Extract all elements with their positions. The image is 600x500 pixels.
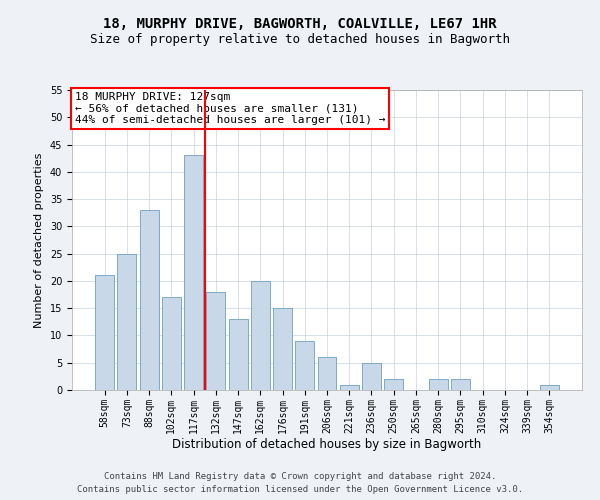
Bar (540, 384, 559, 390)
Bar (451, 379, 470, 390)
Bar (206, 292, 225, 390)
X-axis label: Distribution of detached houses by size in Bagworth: Distribution of detached houses by size … (172, 438, 482, 452)
Bar (340, 384, 359, 390)
Bar (229, 319, 248, 390)
Text: Contains public sector information licensed under the Open Government Licence v3: Contains public sector information licen… (77, 485, 523, 494)
Bar (273, 308, 292, 390)
Bar (317, 358, 337, 390)
Y-axis label: Number of detached properties: Number of detached properties (34, 152, 44, 328)
Bar (95, 276, 114, 390)
Bar (429, 379, 448, 390)
Bar (362, 362, 381, 390)
Bar (295, 341, 314, 390)
Text: 18, MURPHY DRIVE, BAGWORTH, COALVILLE, LE67 1HR: 18, MURPHY DRIVE, BAGWORTH, COALVILLE, L… (103, 18, 497, 32)
Bar (384, 379, 403, 390)
Text: 18 MURPHY DRIVE: 127sqm
← 56% of detached houses are smaller (131)
44% of semi-d: 18 MURPHY DRIVE: 127sqm ← 56% of detache… (74, 92, 385, 124)
Bar (118, 254, 136, 390)
Bar (140, 210, 158, 390)
Bar (162, 298, 181, 390)
Bar (184, 156, 203, 390)
Text: Size of property relative to detached houses in Bagworth: Size of property relative to detached ho… (90, 32, 510, 46)
Bar (251, 281, 270, 390)
Text: Contains HM Land Registry data © Crown copyright and database right 2024.: Contains HM Land Registry data © Crown c… (104, 472, 496, 481)
